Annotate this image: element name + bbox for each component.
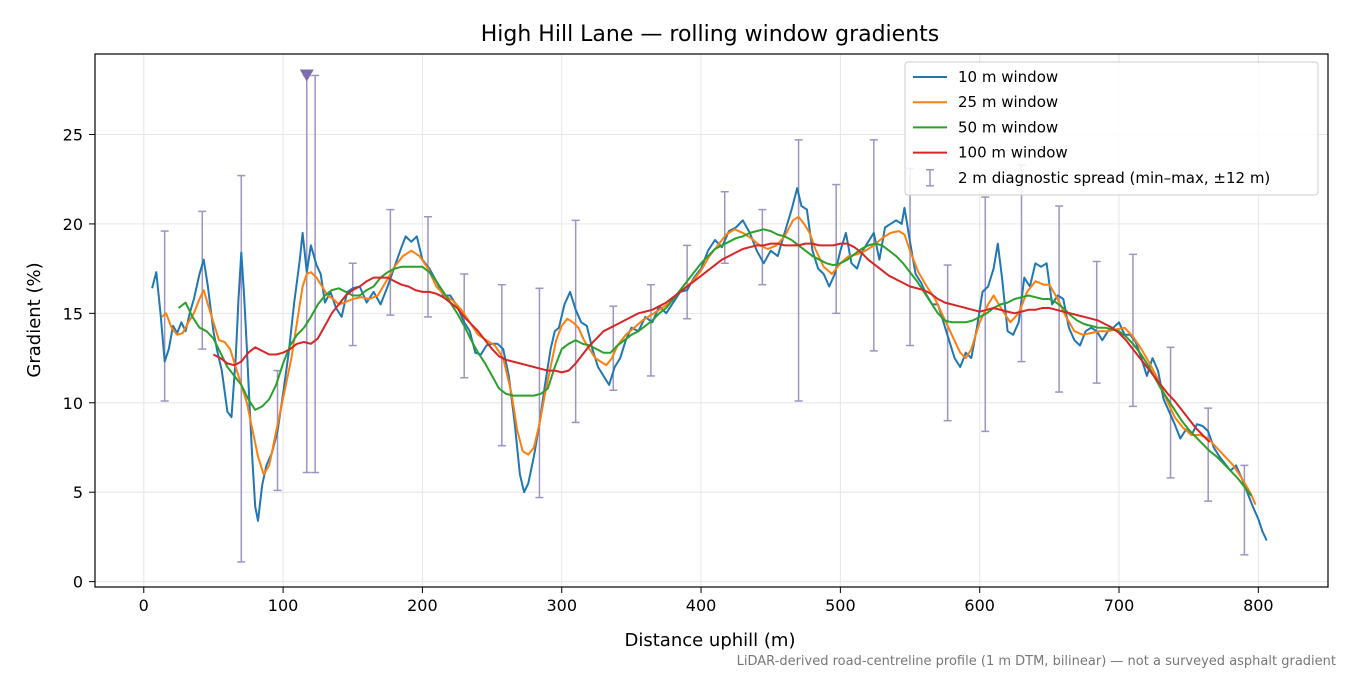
error-bar <box>198 210 207 350</box>
legend: 10 m window 25 m window 50 m window 100 m w… <box>904 61 1319 196</box>
legend-label: 10 m window <box>958 68 1058 86</box>
error-bar <box>237 174 246 563</box>
series-line <box>151 187 1268 541</box>
legend-label: 100 m window <box>958 144 1068 162</box>
x-tick-label: 600 <box>964 596 995 615</box>
x-tick-label: 300 <box>546 596 577 615</box>
error-bar <box>386 208 395 316</box>
y-tick-label: 25 <box>63 125 83 144</box>
legend-label: 50 m window <box>958 118 1058 136</box>
y-tick-label: 15 <box>63 304 83 323</box>
error-bar <box>832 183 841 315</box>
error-bar <box>1240 464 1249 556</box>
x-axis-ticks: 0 100 200 300 400 500 600 700 800 <box>139 587 1274 615</box>
error-bar <box>1092 260 1101 384</box>
y-tick-label: 10 <box>63 394 83 413</box>
x-tick-label: 800 <box>1243 596 1274 615</box>
error-bar <box>720 190 729 265</box>
series-line <box>212 242 1211 443</box>
footnote: LiDAR-derived road-centreline profile (1… <box>737 654 1336 669</box>
error-bar <box>1204 407 1213 502</box>
x-tick-label: 500 <box>825 596 856 615</box>
y-axis-label: Gradient (%) <box>24 262 45 377</box>
error-bar <box>794 139 803 402</box>
y-axis-ticks: 0 5 10 15 20 25 <box>63 125 95 592</box>
series-line <box>177 228 1253 497</box>
error-bar <box>497 283 506 447</box>
x-tick-label: 700 <box>1104 596 1135 615</box>
chart-title: High Hill Lane — rolling window gradient… <box>481 22 940 47</box>
y-tick-label: 0 <box>73 573 83 592</box>
legend-label: 25 m window <box>958 93 1058 111</box>
error-bar <box>1055 205 1064 393</box>
error-bar <box>348 262 357 347</box>
error-bar <box>311 74 320 474</box>
x-tick-label: 200 <box>407 596 438 615</box>
legend-label: 2 m diagnostic spread (min–max, ±12 m) <box>958 169 1270 187</box>
error-bar <box>160 230 169 402</box>
error-bar <box>535 287 544 499</box>
y-tick-label: 20 <box>63 215 83 234</box>
error-bar <box>571 219 580 424</box>
series-line <box>161 215 1257 506</box>
x-tick-label: 100 <box>268 596 299 615</box>
legend-box <box>904 61 1319 196</box>
x-tick-label: 0 <box>139 596 149 615</box>
x-axis-label: Distance uphill (m) <box>625 630 796 651</box>
error-bar <box>943 264 952 422</box>
y-tick-label: 5 <box>73 483 83 502</box>
error-bar <box>609 305 618 392</box>
series-group <box>151 187 1268 541</box>
error-bar <box>646 283 655 377</box>
error-bar <box>1128 253 1137 408</box>
plot-frame <box>94 53 1329 588</box>
clipped-marker-triangle <box>299 69 314 82</box>
x-tick-label: 400 <box>686 596 717 615</box>
